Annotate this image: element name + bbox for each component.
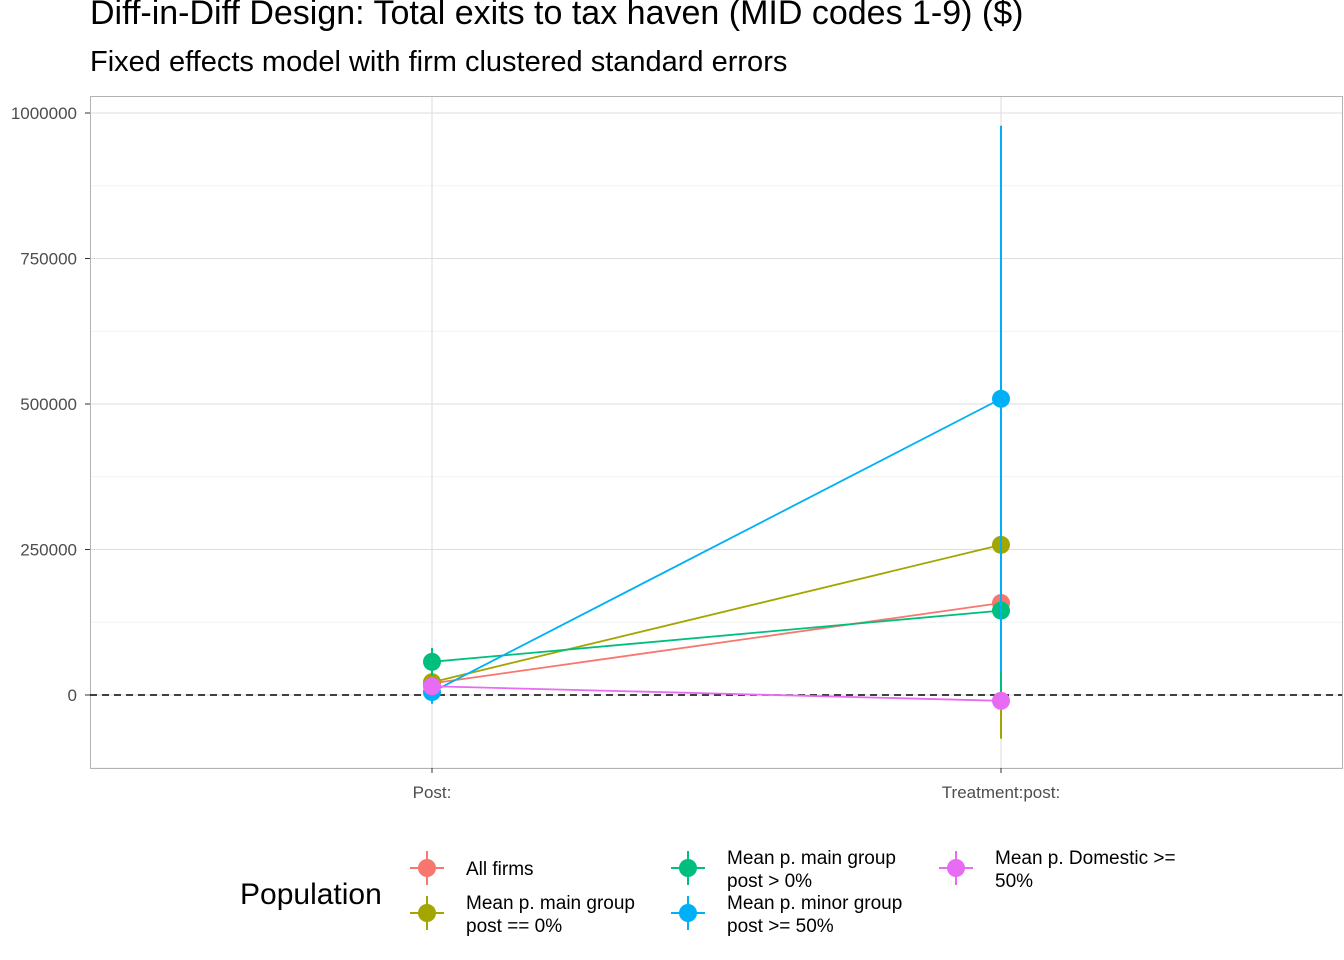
x-tick-label: Treatment:post: — [942, 783, 1060, 802]
series-line — [431, 543, 1002, 684]
data-point — [423, 677, 441, 696]
series-1 — [423, 594, 1010, 693]
legend-label: All firms — [466, 859, 534, 880]
legend-item: All firms — [410, 851, 534, 885]
plot-panel-border — [90, 96, 1343, 769]
grid-lines — [90, 96, 1342, 769]
y-tick-label: 750000 — [20, 250, 77, 269]
legend-label: Mean p. main group post == 0% — [466, 893, 635, 937]
series-line — [431, 609, 1002, 663]
legend-key-point — [679, 859, 697, 877]
series-line — [431, 685, 1002, 702]
legend-label: Mean p. minor group post >= 50% — [727, 893, 902, 937]
series-line — [431, 602, 1002, 685]
legend-key-point — [418, 859, 436, 877]
legend-item: Mean p. Domestic >= 50% — [939, 848, 1176, 892]
chart-title: Diff-in-Diff Design: Total exits to tax … — [90, 0, 1024, 32]
legend-key-point — [418, 904, 436, 922]
legend: Population All firms Mean p. main group po… — [240, 848, 1176, 937]
legend-key-point — [947, 859, 965, 877]
y-tick-label: 500000 — [20, 395, 77, 414]
x-axis: Post: Treatment:post: — [413, 768, 1060, 802]
legend-item: Mean p. main group post > 0% — [671, 848, 896, 892]
data-point — [992, 691, 1010, 710]
y-tick-label: 1000000 — [11, 104, 77, 123]
data-point — [992, 389, 1010, 408]
series-line — [431, 397, 1002, 693]
series-5 — [423, 677, 1010, 710]
legend-key-point — [679, 904, 697, 922]
y-axis: 0 250000 500000 750000 1000000 — [11, 104, 90, 705]
legend-title: Population — [240, 878, 382, 911]
y-tick-label: 0 — [68, 686, 77, 705]
legend-item: Mean p. main group post == 0% — [410, 893, 635, 937]
chart-subtitle: Fixed effects model with firm clustered … — [90, 46, 788, 78]
x-tick-label: Post: — [413, 783, 452, 802]
y-tick-label: 250000 — [20, 541, 77, 560]
legend-item: Mean p. minor group post >= 50% — [671, 893, 902, 937]
data-point — [423, 652, 441, 671]
series-3 — [423, 529, 1010, 693]
legend-label: Mean p. Domestic >= 50% — [995, 848, 1176, 892]
legend-label: Mean p. main group post > 0% — [727, 848, 896, 892]
series-layer — [423, 125, 1010, 739]
